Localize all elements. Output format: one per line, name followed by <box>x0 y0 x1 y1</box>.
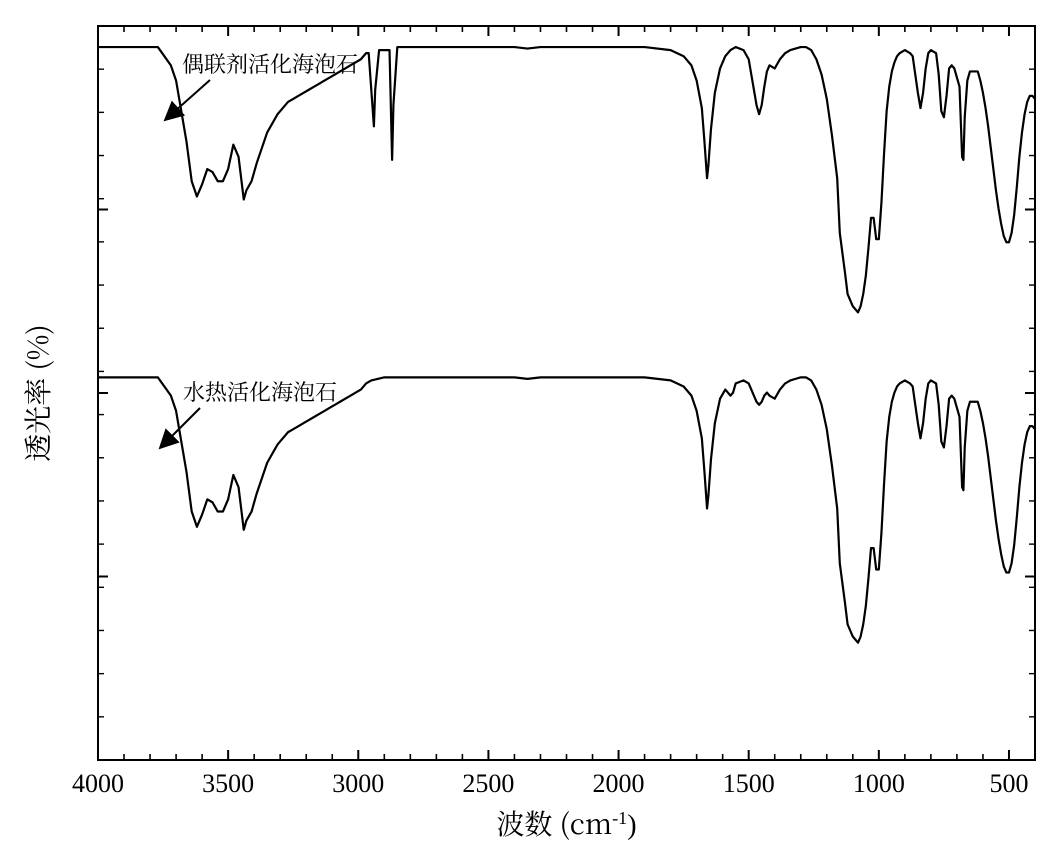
annotation-arrow-0 <box>165 80 210 120</box>
hydrothermal-activated-sepiolite-curve <box>98 377 1035 642</box>
x-tick-label: 3000 <box>332 769 384 798</box>
x-tick-label: 2000 <box>593 769 645 798</box>
x-tick-label: 500 <box>989 769 1028 798</box>
x-axis-title: 波数 (cm-1) <box>496 803 636 843</box>
x-tick-label: 1000 <box>853 769 905 798</box>
y-axis-title: 透光率 (%) <box>17 324 57 461</box>
x-tick-label: 3500 <box>202 769 254 798</box>
annotation-label-0: 偶联剂活化海泡石 <box>182 48 358 79</box>
x-tick-label: 1500 <box>723 769 775 798</box>
x-tick-label: 4000 <box>72 769 124 798</box>
x-tick-label: 2500 <box>462 769 514 798</box>
ftir-chart-svg: 4000 3500 3000 2500 2000 1500 1000 500 波数 (cm-1)… <box>0 0 1064 851</box>
coupling-agent-activated-sepiolite-curve <box>98 47 1035 312</box>
annotation-label-1: 水热活化海泡石 <box>183 376 337 407</box>
annotation-arrow-1 <box>160 408 200 448</box>
chart-root: 4000 3500 3000 2500 2000 1500 1000 500 波数 (cm-1)… <box>0 0 1064 851</box>
